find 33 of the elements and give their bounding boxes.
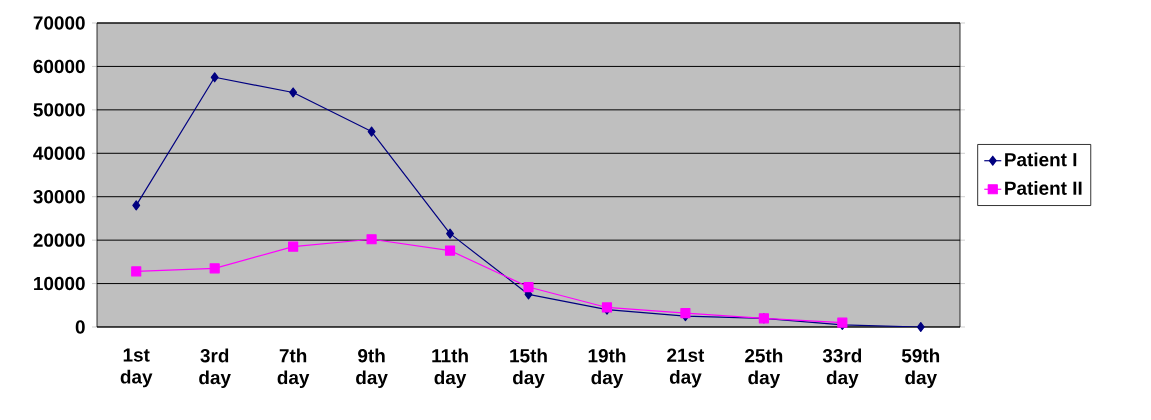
x-tick-label: 1st day [120,348,153,388]
x-tick-label: 33rd day [822,348,862,389]
point [288,241,299,252]
point [366,234,377,245]
x-tick-label: 11th day [432,348,468,389]
x-tick-label: 7th day [277,348,310,389]
y-tick-label: 40000 [33,146,85,160]
point [446,228,455,239]
point [210,72,219,83]
y-tick-label: 60000 [33,59,85,74]
point [523,281,534,293]
point [916,321,925,333]
x-tick-label: 21st day [667,348,705,388]
y-tick-label: 50000 [33,103,85,117]
point [209,263,220,274]
y-tick-label: 30000 [33,190,85,204]
point [289,87,298,98]
point [131,266,142,277]
y-tick-label: 70000 [33,16,85,30]
legend-label: Patient I [1005,152,1077,167]
y-tick-label: 0 [75,320,85,334]
x-tick-label: 3rd day [199,348,231,389]
point [444,245,456,256]
point [367,126,376,137]
x-tick-label: 25th day [745,348,783,389]
legend-label: Patient II [1005,180,1082,195]
y-tick-label: 10000 [34,276,85,291]
point [132,200,141,211]
x-tick-label: 9th day [356,348,388,389]
x-tick-label: 15th day [510,348,547,389]
x-tick-label: 19th day [588,348,626,389]
y-tick-label: 20000 [33,233,85,247]
x-tick-label: 59th day [901,348,940,389]
